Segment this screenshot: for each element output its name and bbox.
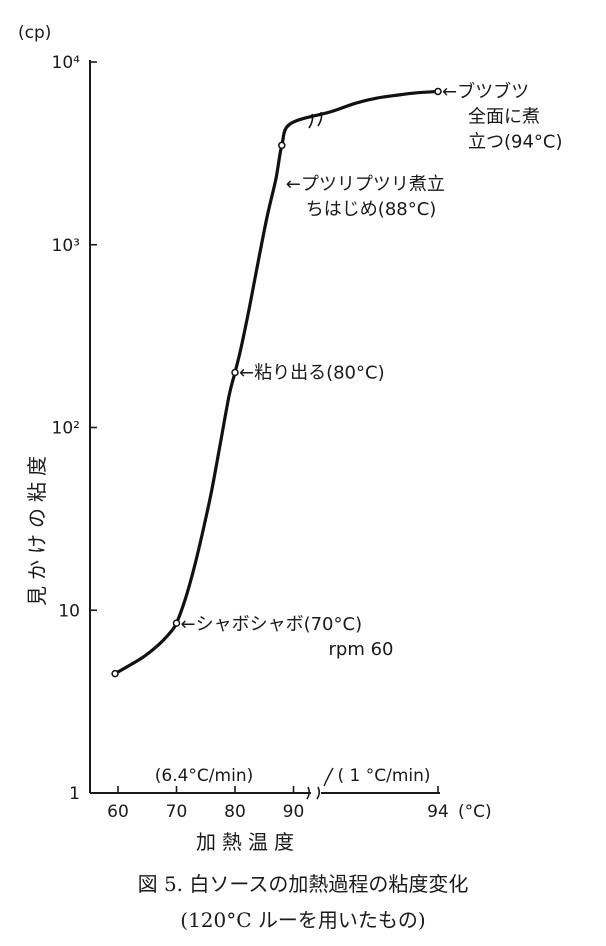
data-point: [111, 669, 119, 678]
annotation-label: rpm 60: [329, 639, 394, 660]
x-unit-label: (°C): [458, 802, 492, 822]
annotation-label: ←粘り出る(80°C): [239, 362, 385, 383]
x-tick-label: 94: [427, 802, 449, 822]
data-point: [231, 368, 239, 377]
y-tick-label: 10⁴: [52, 53, 81, 73]
x-tick-label: 70: [166, 802, 188, 822]
marker-layer: [111, 87, 442, 678]
x-tick-label: 80: [224, 802, 246, 822]
data-point: [434, 87, 442, 96]
y-axis-title: 見かけの粘度: [25, 450, 49, 606]
series-layer: [113, 89, 440, 676]
rate-label-left: (6.4°C/min): [155, 766, 253, 786]
rate-label-right: ( 1 °C/min): [337, 766, 430, 786]
curve-break-mark: [308, 111, 323, 129]
y-tick-label: 10²: [52, 419, 80, 439]
annotation-label: ←プツリプツリ煮立: [286, 174, 445, 195]
figure-subcaption: (120°C ルーを用いたもの): [180, 908, 426, 932]
annotation-label: ちはじめ(88°C): [306, 199, 437, 220]
rate-divider-mark: [323, 767, 334, 787]
annotation-label: 全面に煮: [468, 106, 540, 127]
x-axis-title: 加熱温度: [196, 830, 300, 854]
annotation-label: ←ブツブツ: [442, 80, 529, 102]
data-point: [278, 141, 286, 150]
annotation-label: 立つ(94°C): [468, 131, 563, 152]
figure-caption: 図 5. 白ソースの加熱過程の粘度変化: [137, 872, 469, 896]
label-layer: ←シャボシャボ(70°C) rpm 60 ←粘り出る(80°C) ←プツリプツリ煮立ち…: [181, 80, 563, 660]
y-tick-label: 10: [58, 601, 80, 621]
data-point: [172, 619, 181, 627]
x-tick-label: 60: [107, 802, 129, 822]
x-tick-label: 90: [283, 802, 305, 822]
annotation-label: ←シャボシャボ(70°C): [181, 614, 363, 635]
y-tick-label: 10³: [52, 236, 80, 256]
series-line: [113, 89, 440, 676]
viscosity-chart: 1 10 10² 10³ 10⁴(cp) 60 70 80 90 94 (°C) 加熱温度 (6.4°C…: [18, 23, 563, 854]
chart-axes: 1 10 10² 10³ 10⁴(cp) 60 70 80 90 94 (°C) 加熱温度 (6.4°C…: [18, 23, 492, 854]
y-unit-label: (cp): [18, 23, 51, 43]
x-axis-break-mark: [306, 786, 321, 800]
y-tick-label: 1: [69, 784, 80, 804]
